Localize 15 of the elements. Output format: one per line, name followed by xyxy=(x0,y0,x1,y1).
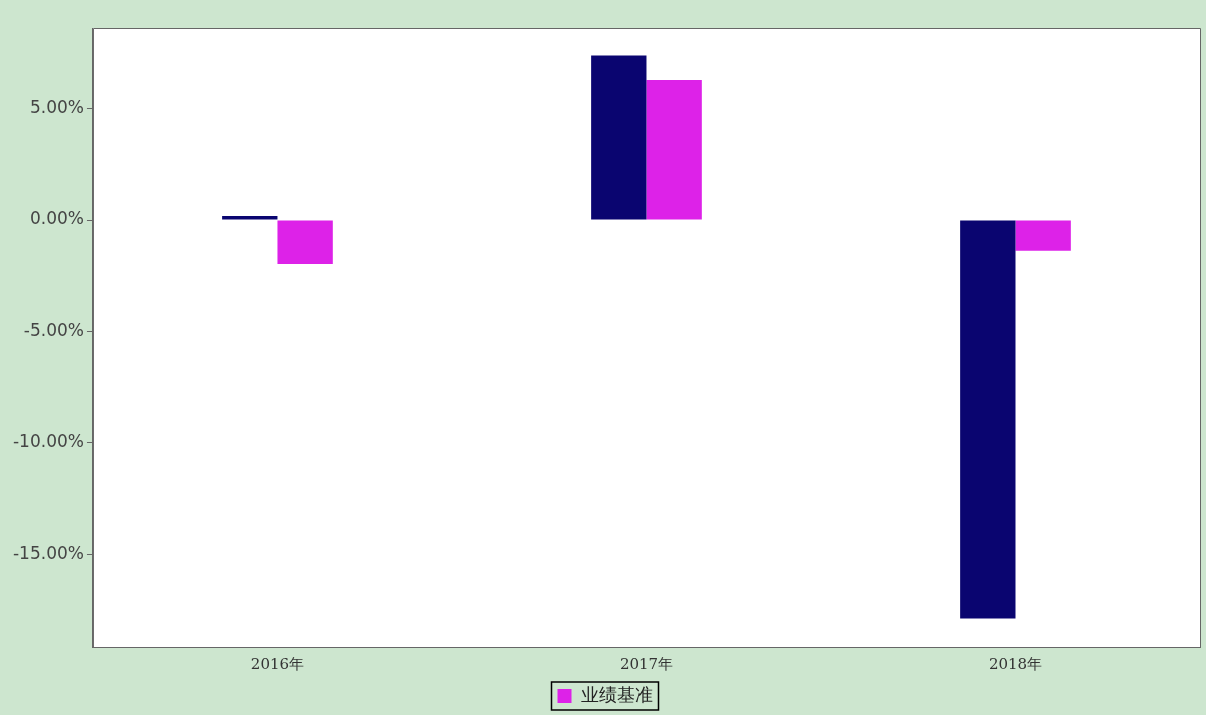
legend-label: 业绩基准 xyxy=(580,683,653,705)
bar xyxy=(1015,220,1071,251)
bar xyxy=(591,55,647,220)
bar xyxy=(222,215,278,220)
bar xyxy=(646,80,702,220)
y-tick-label: 5.00% xyxy=(29,97,84,118)
bar xyxy=(277,220,333,264)
x-tick-label: 2018年 xyxy=(988,654,1043,673)
y-tick-label: -10.00% xyxy=(12,431,84,452)
bar xyxy=(960,220,1016,619)
x-tick-label: 2016年 xyxy=(250,654,305,673)
x-tick-label: 2017年 xyxy=(619,654,674,673)
y-tick-label: -15.00% xyxy=(12,542,84,563)
y-tick-label: 0.00% xyxy=(29,208,84,229)
y-tick-label: -5.00% xyxy=(23,319,84,340)
